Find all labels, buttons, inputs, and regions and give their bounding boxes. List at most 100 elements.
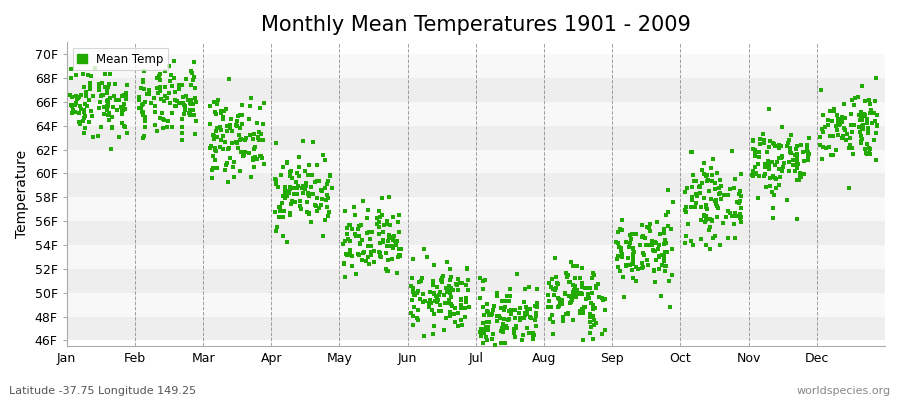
Point [665,246,680,252]
Point [377,222,392,228]
Point [854,123,868,129]
Point [727,212,742,219]
Point [372,219,386,226]
Point [763,138,778,144]
Point [374,254,388,260]
Point [158,84,172,90]
Point [167,103,182,109]
Point [417,333,431,339]
Point [461,287,475,293]
Point [238,149,253,155]
Point [745,172,760,178]
Point [479,334,493,340]
Point [187,112,202,118]
Point [310,162,324,168]
Point [794,174,808,180]
Point [247,136,261,142]
Point [842,184,857,191]
Point [517,315,531,322]
Point [440,289,454,296]
Point [136,109,150,115]
Point [854,126,868,132]
Point [746,168,760,174]
Point [687,178,701,185]
Point [472,275,487,281]
Point [575,306,590,312]
Point [386,214,400,220]
Point [713,242,727,249]
Point [688,191,703,197]
Point [369,221,383,227]
Point [343,238,357,244]
Point [556,318,571,324]
Point [760,158,775,165]
Point [166,58,181,65]
Point [431,297,446,303]
Point [454,297,469,303]
Point [79,103,94,109]
Point [733,215,747,221]
Point [318,185,332,191]
Point [141,87,156,94]
Point [131,105,146,112]
Point [726,221,741,227]
Point [727,185,742,192]
Point [251,134,266,141]
Point [815,155,830,162]
Point [342,222,356,228]
Point [209,134,223,140]
Point [351,226,365,232]
Point [275,214,290,220]
Point [782,159,796,165]
Point [302,193,317,200]
Point [784,132,798,139]
Point [408,292,422,298]
Point [832,121,847,127]
Point [490,313,504,319]
Point [214,110,229,116]
Point [66,107,80,113]
Point [500,325,515,331]
Point [412,296,427,302]
Point [458,314,473,320]
Point [622,244,636,250]
Point [766,205,780,211]
Point [94,92,108,99]
Point [746,137,760,143]
Point [359,258,374,264]
Point [172,82,186,89]
Point [179,76,194,83]
Point [477,330,491,336]
Point [231,132,246,138]
Point [283,170,297,176]
Point [641,262,655,268]
Point [444,294,458,300]
Point [217,108,231,115]
Point [186,112,201,118]
Point [269,228,284,234]
Point [219,162,233,168]
Point [708,180,723,186]
Point [702,216,716,222]
Point [618,263,633,270]
Point [753,140,768,147]
Point [337,261,351,267]
Point [582,284,597,291]
Point [392,245,406,252]
Point [316,232,330,239]
Point [268,140,283,146]
Point [498,304,512,310]
Point [541,292,555,298]
Point [706,178,720,184]
Point [643,225,657,232]
Point [693,184,707,190]
Point [854,108,868,115]
Point [831,116,845,122]
Point [136,76,150,83]
Point [802,151,816,157]
Point [284,173,298,180]
Point [227,173,241,180]
Point [256,121,270,127]
Point [771,155,786,162]
Y-axis label: Temperature: Temperature [15,150,29,238]
